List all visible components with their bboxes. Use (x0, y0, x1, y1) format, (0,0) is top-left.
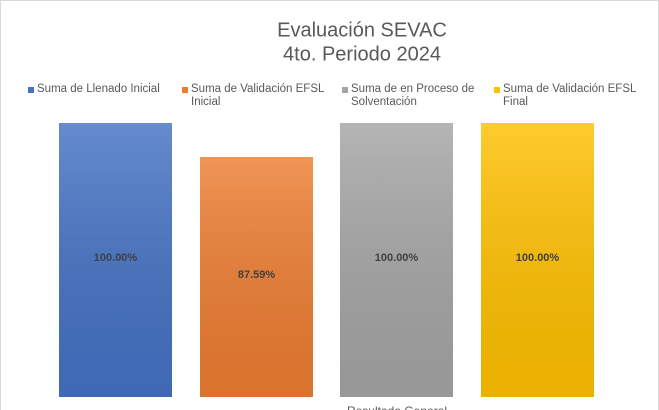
data-label: 87.59% (238, 269, 276, 281)
legend-label: Suma de en Proceso de Solventación (351, 83, 475, 108)
bar-shade (481, 123, 594, 397)
legend-swatch (182, 87, 188, 93)
legend-swatch (494, 87, 500, 93)
legend-item: Suma de Llenado Inicial (28, 83, 183, 96)
legend-label: Suma de Validación EFSL Inicial (191, 83, 324, 108)
x-tick-label: Resultado General (347, 404, 447, 410)
data-label: 100.00% (375, 252, 419, 264)
legend-swatch (342, 87, 348, 93)
legend-item: Suma de Validación EFSL Inicial (182, 83, 337, 109)
bar-shade (340, 123, 453, 397)
bar-shade (59, 123, 172, 397)
data-label: 100.00% (516, 252, 560, 264)
legend-label: Suma de Validación EFSL Final (503, 83, 636, 108)
chart-subtitle: 4to. Periodo 2024 (283, 43, 441, 65)
bar-shade (200, 157, 313, 397)
data-label: 100.00% (94, 252, 138, 264)
legend-swatch (28, 87, 34, 93)
legend-item: Suma de Validación EFSL Final (494, 83, 649, 109)
legend-label: Suma de Llenado Inicial (37, 83, 160, 95)
legend-item: Suma de en Proceso de Solventación (342, 83, 497, 109)
chart-title: Evaluación SEVAC (277, 19, 447, 41)
